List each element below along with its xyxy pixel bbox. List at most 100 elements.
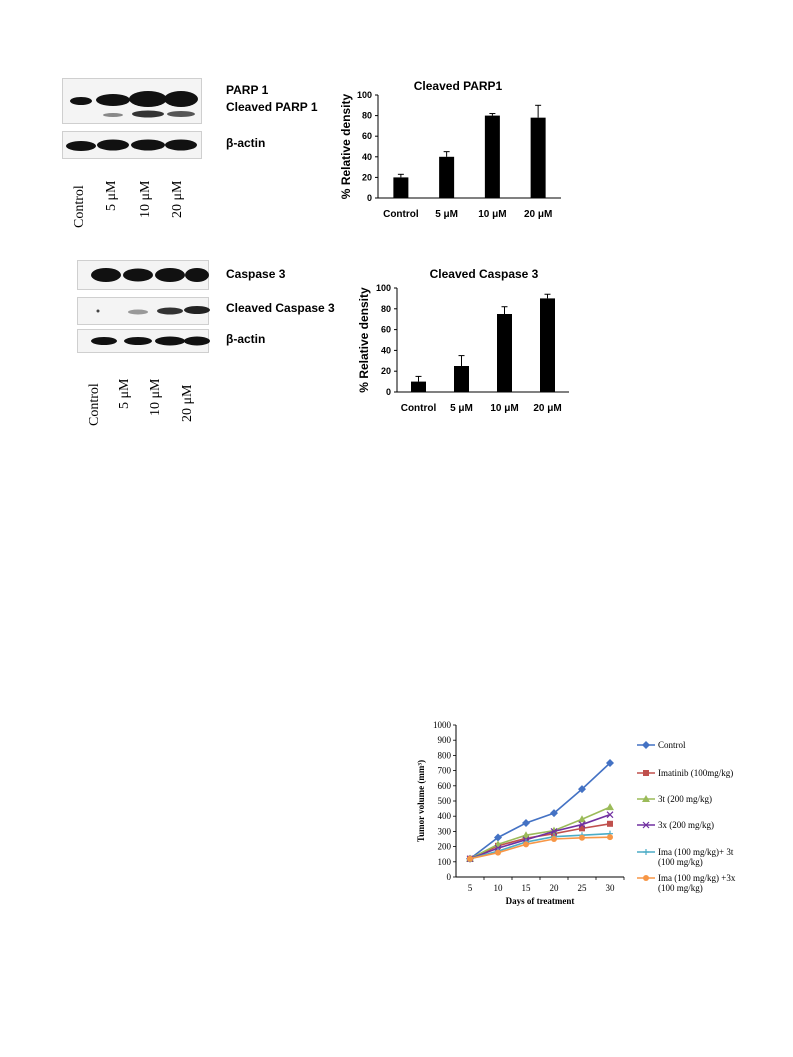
blot-label-cleaved-caspase3: Cleaved Caspase 3 (226, 301, 335, 315)
band-actin2-10um (155, 336, 185, 346)
tumor-series-line (469, 836, 611, 860)
tumor-point (523, 841, 529, 848)
tumor-legend-label: Ima (100 mg/kg) +3x (658, 873, 736, 883)
blot-parp-band-top (62, 78, 202, 124)
parp-bar (484, 115, 500, 198)
tumor-legend-marker (642, 795, 650, 802)
parp-ytick-label: 80 (362, 111, 372, 121)
band-actin2-20um (184, 336, 210, 346)
casp-bar (540, 298, 555, 392)
tumor-point (522, 819, 530, 828)
tumor-legend-label-cont: (100 mg/kg) (658, 883, 703, 893)
band-parp-10um (129, 91, 167, 107)
casp-ylabel: % Relative density (357, 287, 371, 393)
blot-label-cleaved-parp1: Cleaved PARP 1 (226, 100, 318, 114)
blot-cleaved-caspase-band (77, 297, 210, 325)
casp-category-label: 5 μM (450, 403, 473, 414)
tumor-point (578, 785, 586, 794)
parp-ytick-label: 100 (357, 90, 372, 100)
tumor-point (550, 809, 558, 818)
band-cleaved-parp-10um (132, 110, 164, 118)
parp-ylabel: % Relative density (339, 93, 353, 199)
tumor-point (607, 820, 613, 827)
parp-category-label: 5 μM (435, 209, 458, 220)
band-caspase-control (91, 268, 121, 282)
actin-bands-2 (91, 336, 210, 346)
casp-bar (411, 381, 426, 392)
tumor-ytick-label: 400 (438, 811, 452, 821)
band-cleaved-parp-20um (167, 111, 195, 117)
tumor-legend-marker (643, 770, 649, 776)
band-parp-5um (96, 94, 130, 106)
tumor-xlabel: Days of treatment (506, 896, 575, 906)
parp-bands (70, 91, 198, 118)
tumor-point (606, 811, 614, 819)
blot-label-caspase3: Caspase 3 (226, 267, 286, 281)
tumor-ytick-label: 0 (447, 872, 452, 882)
band-actin1-control (66, 141, 96, 151)
tumor-point (551, 836, 557, 842)
tumor-point (579, 834, 585, 841)
tumor-ytick-label: 100 (438, 857, 452, 867)
tumor-point (495, 849, 501, 856)
tumor-ytick-label: 500 (438, 796, 452, 806)
casp-category-label: 20 μM (533, 403, 561, 414)
tumor-xtick-label: 25 (578, 883, 588, 893)
tumor-series-line (469, 762, 611, 860)
tumor-ytick-label: 800 (438, 750, 452, 760)
tumor-point (578, 821, 586, 828)
blot-parp-actin (62, 131, 202, 159)
band-actin1-10um (131, 139, 165, 151)
blot-caspase-actin (77, 329, 210, 353)
parp-bar (393, 177, 409, 198)
casp-category-label: 10 μM (490, 403, 518, 414)
tumor-legend-marker (643, 849, 649, 855)
band-cleaved-caspase-10um (157, 307, 183, 315)
tumor-series-line (469, 806, 611, 860)
tumor-legend-label: 3t (200 mg/kg) (658, 794, 712, 804)
actin-bands-1 (66, 139, 197, 151)
tumor-xtick-label: 10 (494, 883, 504, 893)
blot-label-parp1: PARP 1 (226, 83, 269, 97)
casp-ytick-label: 60 (381, 325, 391, 335)
parp-bar (530, 117, 546, 198)
tumor-legend-label-cont: (100 mg/kg) (658, 857, 703, 867)
blot-label-actin-1: β-actin (226, 136, 266, 150)
tumor-point (467, 855, 473, 862)
band-parp-control (70, 97, 92, 105)
tumor-xtick-label: 20 (550, 883, 560, 893)
tumor-ytick-label: 200 (438, 842, 452, 852)
casp-ytick-label: 20 (381, 366, 391, 376)
blot-caspase-band (77, 260, 209, 290)
band-cleaved-caspase-20um (184, 306, 210, 314)
parp-ytick-label: 40 (362, 152, 372, 162)
tumor-ytick-label: 1000 (433, 720, 452, 730)
band-parp-20um (164, 91, 198, 107)
band-actin2-5um (124, 337, 152, 345)
tumor-ytick-label: 600 (438, 781, 452, 791)
tumor-series-line (469, 832, 611, 860)
tumor-ytick-label: 900 (438, 735, 452, 745)
band-caspase-20um (185, 268, 209, 282)
tumor-point (551, 830, 557, 837)
tumor-xtick-label: 5 (468, 883, 473, 893)
band-cleaved-caspase-5um (128, 309, 148, 315)
cleaved-caspase-bands (96, 306, 210, 315)
parp-ytick-label: 60 (362, 131, 372, 141)
parp-ytick-label: 20 (362, 172, 372, 182)
band-actin1-5um (97, 139, 129, 151)
tumor-legend-label: Ima (100 mg/kg)+ 3t (658, 847, 734, 857)
parp-category-label: 20 μM (524, 209, 552, 220)
tumor-legend-marker (642, 821, 650, 829)
parp-category-label: Control (383, 209, 419, 220)
tumor-point (523, 835, 529, 842)
caspase-bands (91, 268, 209, 282)
casp-ytick-label: 100 (376, 283, 391, 293)
parp-category-label: 10 μM (478, 209, 506, 220)
tumor-point (606, 759, 614, 767)
tumor-series-line (469, 813, 611, 860)
casp-bar (454, 366, 469, 392)
tumor-point (522, 831, 530, 839)
casp-ytick-label: 0 (386, 387, 391, 397)
tumor-legend-label: Control (658, 740, 686, 750)
